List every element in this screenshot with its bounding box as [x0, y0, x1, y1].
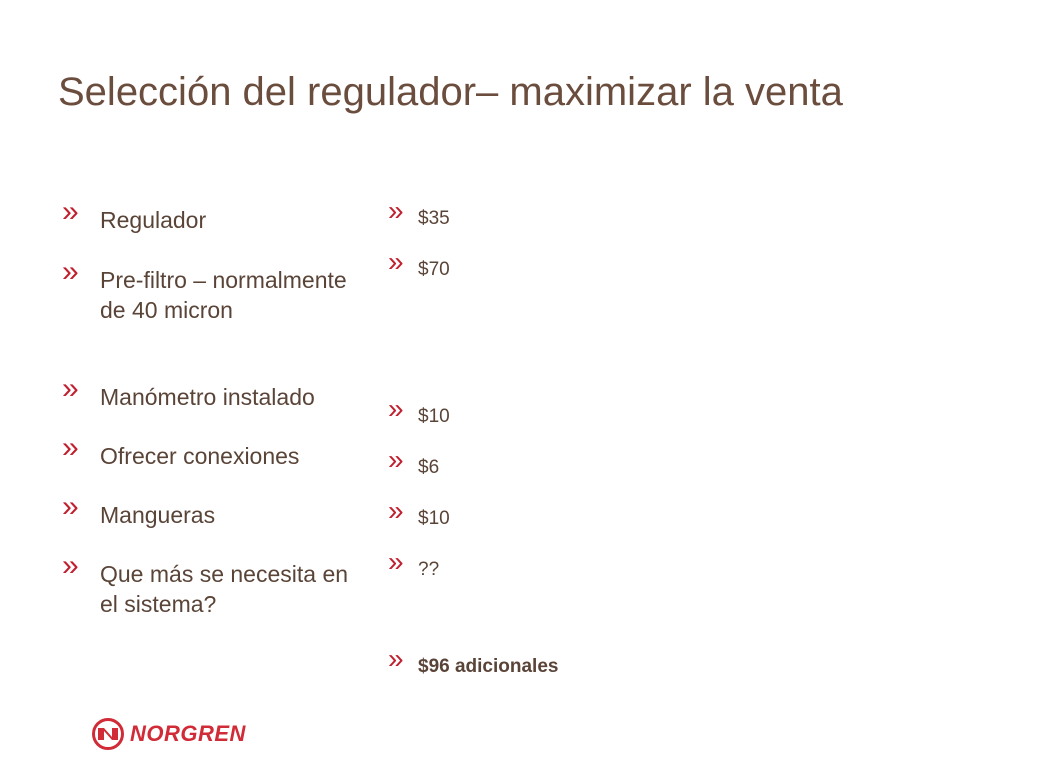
list-item-text: Mangueras: [100, 502, 216, 528]
total-text: $96 adicionales: [418, 656, 559, 677]
bullet-icon: »: [388, 495, 404, 526]
list-item-text: Manómetro instalado: [100, 384, 315, 410]
price-text: $35: [418, 208, 450, 229]
logo-wordmark: NORGREN: [130, 721, 246, 746]
list-item-text: Pre-filtro – normalmente de 40 micron: [100, 267, 347, 323]
norgren-logo-icon: [92, 718, 124, 750]
bullet-icon: »: [62, 549, 79, 582]
bullet-icon: »: [62, 431, 79, 464]
bullet-icon: »: [388, 546, 404, 577]
left-bullet-list: » Regulador » Pre-filtro – normalmente d…: [62, 197, 362, 625]
list-item-text: Regulador: [100, 207, 207, 233]
norgren-logo: NORGREN: [92, 716, 246, 752]
bullet-icon: »: [62, 255, 79, 288]
list-item-text: Ofrecer conexiones: [100, 443, 300, 469]
bullet-icon: »: [388, 393, 404, 424]
bullet-icon: »: [388, 195, 404, 226]
bullet-icon: »: [388, 444, 404, 475]
price-text: ??: [418, 559, 440, 580]
slide-title: Selección del regulador– maximizar la ve…: [58, 70, 843, 114]
right-bullet-list: » $35 » $70 » $10 » $6 » $10 » ?? » $96 …: [388, 197, 688, 687]
price-text: $6: [418, 457, 440, 478]
price-text: $10: [418, 406, 450, 427]
bullet-icon: »: [388, 246, 404, 277]
bullet-icon: »: [62, 372, 79, 405]
price-text: $70: [418, 259, 450, 280]
list-item-text: Que más se necesita en el sistema?: [100, 561, 349, 617]
price-text: $10: [418, 508, 450, 529]
bullet-icon: »: [388, 643, 404, 674]
bullet-icon: »: [62, 195, 79, 228]
bullet-icon: »: [62, 490, 79, 523]
